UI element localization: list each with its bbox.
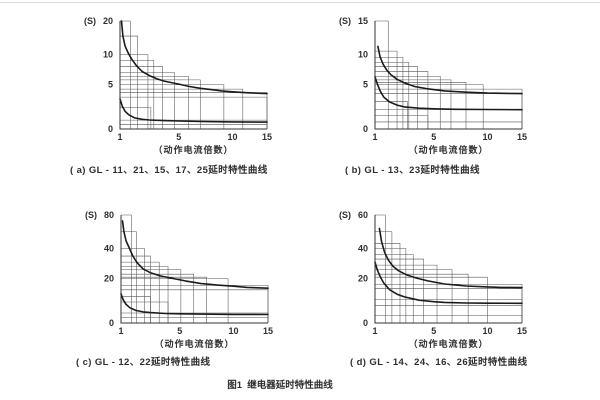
svg-text:10: 10 <box>227 132 237 142</box>
curve-lower-limit-curve <box>119 98 268 123</box>
svg-text:40: 40 <box>104 243 114 253</box>
svg-text:15: 15 <box>358 16 368 26</box>
svg-text:5: 5 <box>431 326 436 336</box>
y-unit-label: (S) <box>339 16 351 26</box>
chart-c-caption: ( c) GL - 12、22延时特性曲线 <box>76 357 211 368</box>
x-axis-label: （动作电流倍数） <box>154 338 234 349</box>
svg-text:15: 15 <box>517 326 527 336</box>
svg-text:15: 15 <box>263 326 273 336</box>
figure-caption: 图1 继电器延时特性曲线 <box>227 380 333 391</box>
chart-b-caption: ( b) GL - 13、23延时特性曲线 <box>345 165 480 176</box>
svg-text:1: 1 <box>372 132 377 142</box>
svg-text:20: 20 <box>104 274 114 284</box>
svg-text:5: 5 <box>431 132 436 142</box>
y-unit-label: (S) <box>84 16 96 26</box>
svg-text:10: 10 <box>482 132 492 142</box>
chart-b: 0 5 10 15 (S) 1 5 10 15 （动作电流倍数） <box>333 11 573 163</box>
svg-text:80: 80 <box>104 210 114 220</box>
svg-text:60: 60 <box>358 210 368 220</box>
svg-text:20: 20 <box>103 16 113 26</box>
svg-text:20: 20 <box>358 274 368 284</box>
svg-text:10: 10 <box>228 326 238 336</box>
chart-a-caption: ( a) GL - 11、21、15、17、25延时特性曲线 <box>70 165 268 176</box>
x-axis-label: （动作电流倍数） <box>408 144 488 155</box>
y-unit-label: (S) <box>85 210 97 220</box>
svg-text:15: 15 <box>517 132 527 142</box>
curve-upper-limit-curve <box>121 220 269 289</box>
curve-upper-limit-curve <box>377 45 523 95</box>
svg-text:0: 0 <box>363 124 368 134</box>
svg-text:5: 5 <box>177 326 182 336</box>
x-axis-label: （动作电流倍数） <box>153 144 233 155</box>
chart-d: 0 20 40 60 (S) 1 5 10 15 （动作电流倍数） <box>333 205 573 357</box>
svg-text:10: 10 <box>358 49 368 59</box>
svg-text:5: 5 <box>108 80 113 90</box>
svg-text:1: 1 <box>118 326 123 336</box>
page-top-rule <box>0 2 600 3</box>
curve-lower-limit-curve <box>374 261 523 305</box>
svg-text:1: 1 <box>117 132 122 142</box>
chart-a: 0 5 10 20 (S) 1 5 10 15 （动作电流倍数） <box>78 11 318 163</box>
svg-text:5: 5 <box>363 80 368 90</box>
svg-text:0: 0 <box>363 318 368 328</box>
curve-lower-limit-curve <box>374 76 523 111</box>
curve-lower-limit-curve <box>120 293 269 316</box>
chart-c: 0 20 40 80 (S) 1 5 10 15 （动作电流倍数） <box>79 205 319 357</box>
curve-upper-limit-curve <box>120 20 268 95</box>
svg-text:5: 5 <box>176 132 181 142</box>
svg-text:10: 10 <box>482 326 492 336</box>
curve-upper-limit-curve <box>378 227 523 289</box>
svg-text:15: 15 <box>262 132 272 142</box>
svg-text:1: 1 <box>372 326 377 336</box>
y-unit-label: (S) <box>339 210 351 220</box>
svg-text:40: 40 <box>358 243 368 253</box>
x-axis-label: （动作电流倍数） <box>408 338 488 349</box>
chart-d-caption: ( d) GL - 14、24、16、26延时特性曲线 <box>350 357 528 368</box>
svg-text:10: 10 <box>103 49 113 59</box>
svg-text:0: 0 <box>109 318 114 328</box>
svg-text:0: 0 <box>108 124 113 134</box>
